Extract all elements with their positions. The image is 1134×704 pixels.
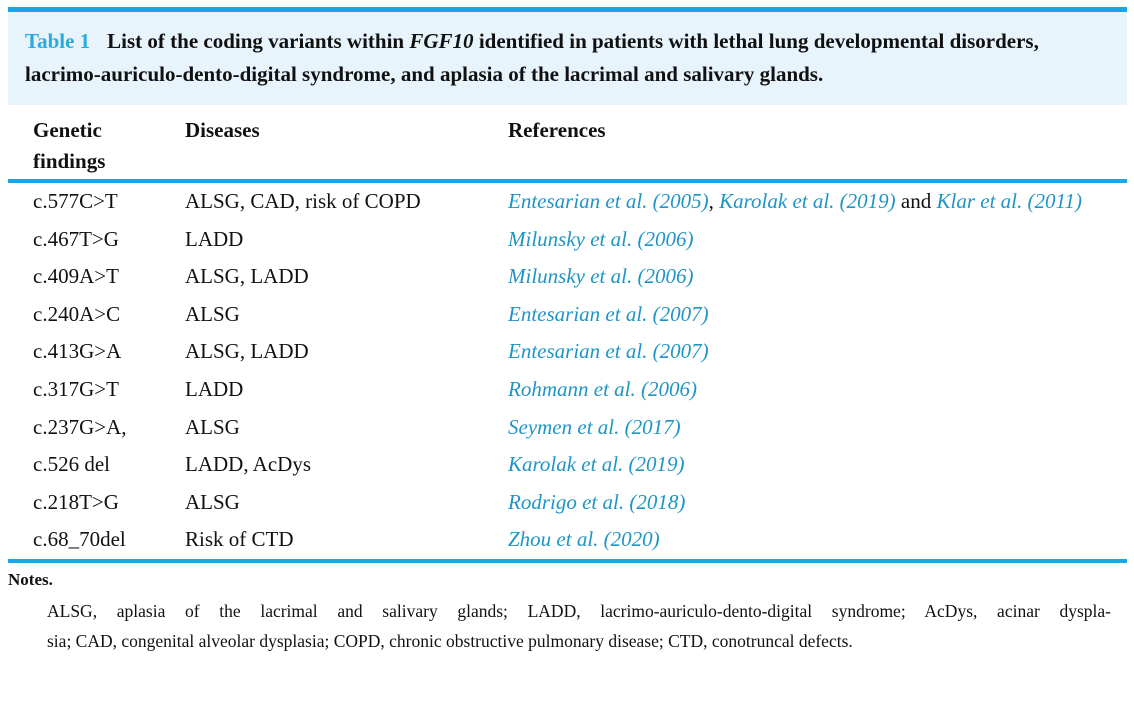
cell-references: Zhou et al. (2020) — [508, 521, 1127, 559]
cell-genetic-finding: c.526 del — [33, 452, 110, 477]
notes-heading: Notes. — [8, 569, 53, 589]
notes-line: ALSG, aplasia of the lacrimal and saliva… — [47, 600, 1111, 621]
cell-genetic-finding: c.467T>G — [33, 226, 119, 251]
cell-diseases: ALSG — [185, 414, 240, 439]
cell-genetic-finding: c.218T>G — [33, 489, 119, 514]
table-1-figure: Table 1 List of the coding variants withi… — [8, 7, 1127, 563]
table-top-rule — [8, 7, 1127, 12]
cell-references: Rohmann et al. (2006) — [508, 371, 1127, 409]
table-row: c.237G>A, ALSG Seymen et al. (2017) — [8, 409, 1127, 447]
table-caption: Table 1 List of the coding variants withi… — [8, 12, 1127, 105]
table-caption-label: Table 1 — [25, 29, 91, 53]
table-row: c.577C>T ALSG, CAD, risk of COPD Entesar… — [8, 183, 1127, 221]
citation-link[interactable]: Karolak et al. (2019) — [508, 452, 685, 477]
cell-references: Entesarian et al. (2007) — [508, 333, 1127, 371]
citation-link[interactable]: Karolak et al. (2019) — [719, 189, 896, 213]
cell-genetic-finding: c.240A>C — [33, 301, 121, 326]
table-row: c.413G>A ALSG, LADD Entesarian et al. (2… — [8, 333, 1127, 371]
cell-diseases: ALSG — [185, 489, 240, 514]
notes-body: ALSG, aplasia of the lacrimal and saliva… — [47, 596, 1111, 656]
cell-diseases: ALSG, CAD, risk of COPD — [185, 189, 421, 213]
cell-diseases: Risk of CTD — [185, 527, 294, 552]
cell-diseases: ALSG, LADD — [185, 339, 309, 364]
cell-genetic-finding: c.237G>A, — [33, 414, 127, 439]
table-row: c.317G>T LADD Rohmann et al. (2006) — [8, 371, 1127, 409]
cell-diseases: LADD — [185, 376, 244, 401]
table-row: c.240A>C ALSG Entesarian et al. (2007) — [8, 296, 1127, 334]
column-header-references: References — [508, 118, 606, 142]
cell-references: Karolak et al. (2019) — [508, 446, 1127, 484]
cell-references: Seymen et al. (2017) — [508, 409, 1127, 447]
citation-link[interactable]: Rohmann et al. (2006) — [508, 376, 697, 401]
citation-link[interactable]: Zhou et al. (2020) — [508, 527, 660, 552]
column-header-genetic-findings: Genetic findings — [33, 118, 106, 173]
column-header-diseases: Diseases — [185, 118, 260, 142]
cell-diseases: LADD — [185, 226, 244, 251]
citation-link[interactable]: Milunsky et al. (2006) — [508, 264, 694, 289]
table-row: c.526 del LADD, AcDys Karolak et al. (20… — [8, 446, 1127, 484]
citation-link[interactable]: Entesarian et al. (2007) — [508, 301, 709, 326]
gene-name-italic: FGF10 — [409, 29, 474, 53]
cell-diseases: LADD, AcDys — [185, 452, 311, 477]
caption-text-before-gene: List of the coding variants within — [107, 29, 410, 53]
table-row: c.409A>T ALSG, LADD Milunsky et al. (200… — [8, 258, 1127, 296]
table-row: c.218T>G ALSG Rodrigo et al. (2018) — [8, 484, 1127, 522]
notes-line: sia; CAD, congenital alveolar dysplasia;… — [47, 630, 853, 651]
citation-link[interactable]: Klar et al. (2011) — [936, 189, 1082, 213]
citation-link[interactable]: Seymen et al. (2017) — [508, 414, 681, 439]
caption-text-after-gene: identified in patients with lethal lung … — [25, 29, 1039, 86]
citation-separator-text: and — [895, 189, 937, 213]
citation-link[interactable]: Milunsky et al. (2006) — [508, 226, 694, 251]
cell-diseases: ALSG, LADD — [185, 264, 309, 289]
cell-genetic-finding: c.317G>T — [33, 376, 119, 401]
cell-genetic-finding: c.577C>T — [33, 189, 118, 213]
cell-references: Entesarian et al. (2005), Karolak et al.… — [508, 183, 1127, 221]
cell-references: Entesarian et al. (2007) — [508, 296, 1127, 334]
table-body: c.577C>T ALSG, CAD, risk of COPD Entesar… — [8, 183, 1127, 559]
cell-genetic-finding: c.409A>T — [33, 264, 119, 289]
cell-references: Milunsky et al. (2006) — [508, 258, 1127, 296]
cell-genetic-finding: c.413G>A — [33, 339, 122, 364]
citation-link[interactable]: Rodrigo et al. (2018) — [508, 489, 686, 514]
table-notes: Notes. ALSG, aplasia of the lacrimal and… — [8, 569, 1127, 656]
table-row: c.467T>G LADD Milunsky et al. (2006) — [8, 221, 1127, 259]
table-bottom-rule — [8, 558, 1127, 563]
cell-genetic-finding: c.68_70del — [33, 527, 126, 552]
table-header-rule — [8, 179, 1127, 183]
cell-references: Rodrigo et al. (2018) — [508, 484, 1127, 522]
table-caption-text: List of the coding variants within FGF10… — [25, 29, 1039, 86]
cell-diseases: ALSG — [185, 301, 240, 326]
table-header-row: Genetic findings Diseases References — [8, 115, 1127, 177]
cell-references: Milunsky et al. (2006) — [508, 221, 1127, 259]
table-row: c.68_70del Risk of CTD Zhou et al. (2020… — [8, 521, 1127, 559]
citation-separator-text: , — [708, 189, 720, 213]
citation-link[interactable]: Entesarian et al. (2007) — [508, 339, 709, 364]
citation-link[interactable]: Entesarian et al. (2005) — [508, 189, 709, 213]
